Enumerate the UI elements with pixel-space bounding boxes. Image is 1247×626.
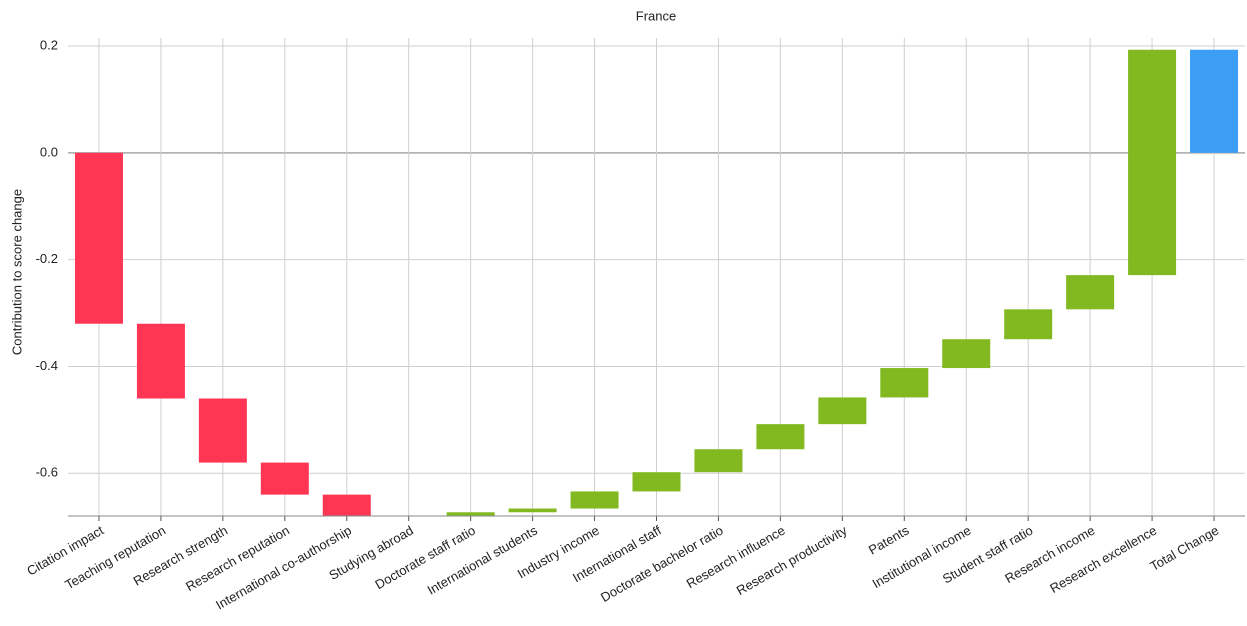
x-tick-label: Research productivity (734, 522, 850, 598)
bar (1004, 309, 1053, 340)
bars (74, 49, 1239, 516)
y-tick-label: 0.2 (40, 37, 58, 52)
x-tick-label: Research excellence (1047, 523, 1159, 596)
bar (570, 491, 619, 509)
x-tick-label: Total Change (1147, 523, 1221, 574)
x-tick-label: Research reputation (183, 523, 292, 595)
y-tick-label: 0.0 (40, 144, 58, 159)
bar (632, 472, 681, 492)
bar (694, 449, 743, 473)
bar (942, 339, 991, 369)
x-tick-label: International students (425, 522, 541, 597)
y-tick-label: -0.4 (36, 358, 58, 373)
bar (446, 512, 495, 516)
bar (1190, 49, 1239, 153)
bar (1066, 275, 1115, 310)
x-tick-label: Teaching reputation (62, 523, 168, 593)
bar (322, 494, 371, 516)
bar (818, 397, 867, 425)
bar (880, 368, 929, 398)
bar (756, 424, 805, 450)
x-tick-label: Doctorate staff ratio (372, 523, 478, 593)
grid (68, 38, 1245, 516)
x-tick-label: Patents (866, 522, 912, 557)
bar (508, 508, 557, 513)
y-tick-label: -0.6 (36, 465, 58, 480)
bar (136, 323, 185, 399)
bar (74, 152, 123, 324)
bar (1128, 49, 1177, 276)
y-tick-label: -0.2 (36, 251, 58, 266)
bar (198, 398, 247, 463)
bar (260, 462, 309, 495)
chart-title: France (636, 8, 676, 23)
y-axis-label: Contribution to score change (9, 189, 24, 355)
